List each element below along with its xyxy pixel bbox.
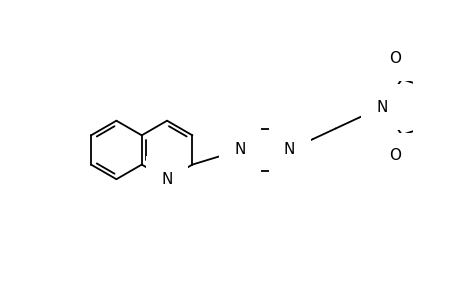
Text: N: N [375, 100, 386, 115]
Text: N: N [283, 142, 295, 158]
Text: O: O [388, 51, 400, 66]
Text: N: N [161, 172, 173, 187]
Text: O: O [388, 148, 400, 163]
Text: N: N [234, 142, 246, 158]
